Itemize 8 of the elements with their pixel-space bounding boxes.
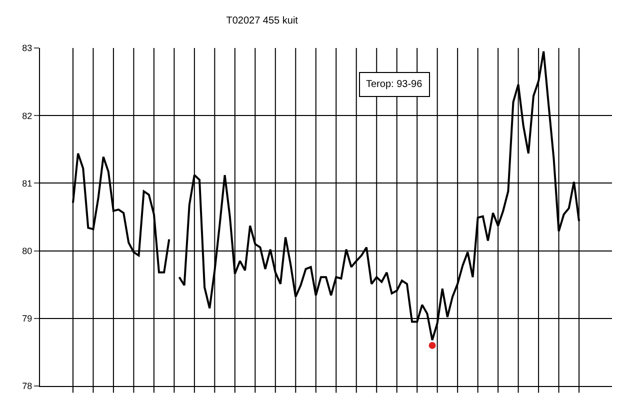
y-tick-label: 80 — [22, 246, 32, 256]
y-tick-label: 81 — [22, 178, 32, 188]
y-tick-label: 83 — [22, 43, 32, 54]
y-tick-label: 79 — [22, 314, 32, 324]
chart-title: T02027 455 kuit — [226, 15, 298, 26]
y-tick-label: 82 — [22, 110, 32, 121]
annotation: Terop: 93-96 — [366, 79, 423, 90]
y-tick-label: 78 — [22, 381, 32, 392]
